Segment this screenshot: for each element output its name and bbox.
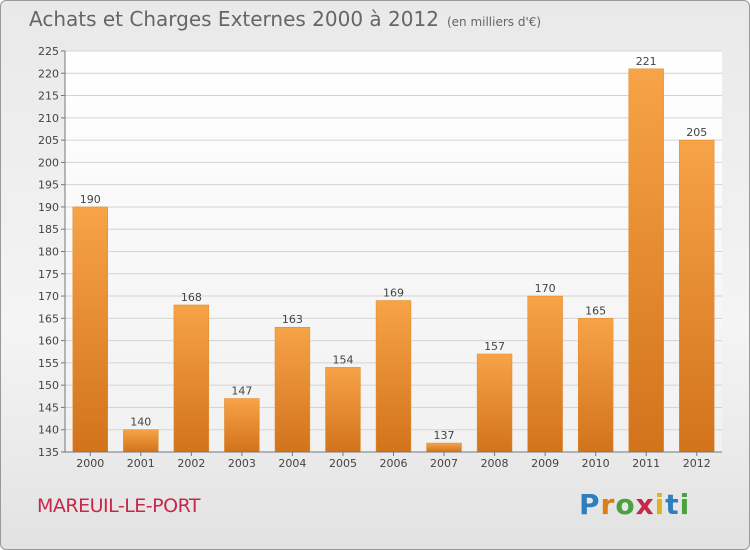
- bar: [325, 367, 361, 453]
- bar: [224, 398, 260, 453]
- data-label: 165: [585, 304, 606, 317]
- data-label: 157: [484, 340, 505, 353]
- logo-letter: x: [635, 488, 655, 521]
- x-tick-label: 2008: [481, 457, 509, 470]
- chart-title: Achats et Charges Externes 2000 à 2012 (e…: [29, 7, 541, 31]
- bar: [274, 326, 311, 453]
- data-label: 205: [686, 126, 707, 139]
- logo-letter: r: [600, 488, 616, 521]
- x-tick-label: 2001: [127, 457, 155, 470]
- bar: [123, 429, 159, 453]
- x-tick-label: 2007: [430, 457, 458, 470]
- x-tick-label: 2012: [683, 457, 711, 470]
- bar: [527, 295, 563, 453]
- y-tick-label: 150: [38, 379, 59, 392]
- data-label: 170: [535, 282, 556, 295]
- proxiti-logo: Proxiti: [579, 488, 690, 521]
- y-tick-label: 195: [38, 179, 59, 192]
- y-tick-label: 140: [38, 424, 59, 437]
- chart-subtitle: (en milliers d'€): [446, 15, 542, 29]
- y-tick-label: 160: [38, 335, 59, 348]
- bar: [375, 300, 412, 453]
- commune-name: MAREUIL-LE-PORT: [37, 495, 201, 517]
- data-label: 168: [181, 291, 202, 304]
- bar: [72, 206, 108, 453]
- data-label: 163: [282, 313, 303, 326]
- x-tick-label: 2004: [278, 457, 306, 470]
- bar: [628, 68, 664, 453]
- data-label: 137: [434, 429, 455, 442]
- y-tick-label: 220: [38, 67, 59, 80]
- data-label: 190: [80, 193, 101, 206]
- x-tick-label: 2000: [76, 457, 104, 470]
- y-tick-label: 145: [38, 401, 59, 414]
- data-label: 154: [332, 353, 353, 366]
- x-tick-label: 2010: [582, 457, 610, 470]
- data-label: 147: [231, 385, 252, 398]
- y-tick-label: 180: [38, 246, 59, 259]
- y-tick-label: 170: [38, 290, 59, 303]
- y-tick-label: 205: [38, 134, 59, 147]
- chart-title-text: Achats et Charges Externes 2000 à 2012: [29, 7, 439, 31]
- logo-letter: i: [679, 488, 691, 521]
- y-tick-label: 165: [38, 312, 59, 325]
- y-tick-label: 225: [38, 45, 59, 58]
- x-tick-label: 2009: [531, 457, 559, 470]
- y-tick-label: 155: [38, 357, 59, 370]
- logo-letter: P: [579, 488, 601, 521]
- bar: [476, 353, 513, 453]
- y-tick-label: 175: [38, 268, 59, 281]
- y-tick-label: 190: [38, 201, 59, 214]
- bar: [679, 139, 715, 453]
- logo-letter: t: [665, 488, 680, 521]
- y-tick-label: 215: [38, 90, 59, 103]
- bar: [173, 304, 210, 453]
- x-tick-label: 2003: [228, 457, 256, 470]
- x-tick-label: 2006: [380, 457, 408, 470]
- bar: [577, 318, 614, 453]
- y-tick-label: 185: [38, 223, 59, 236]
- data-label: 221: [636, 55, 657, 68]
- bar: [426, 442, 462, 453]
- y-tick-label: 135: [38, 446, 59, 459]
- x-tick-label: 2011: [632, 457, 660, 470]
- logo-letter: i: [654, 488, 666, 521]
- data-label: 169: [383, 287, 404, 300]
- x-tick-label: 2005: [329, 457, 357, 470]
- x-tick-label: 2002: [177, 457, 205, 470]
- data-label: 140: [130, 416, 151, 429]
- y-tick-label: 210: [38, 112, 59, 125]
- logo-letter: o: [615, 488, 636, 521]
- y-tick-label: 200: [38, 156, 59, 169]
